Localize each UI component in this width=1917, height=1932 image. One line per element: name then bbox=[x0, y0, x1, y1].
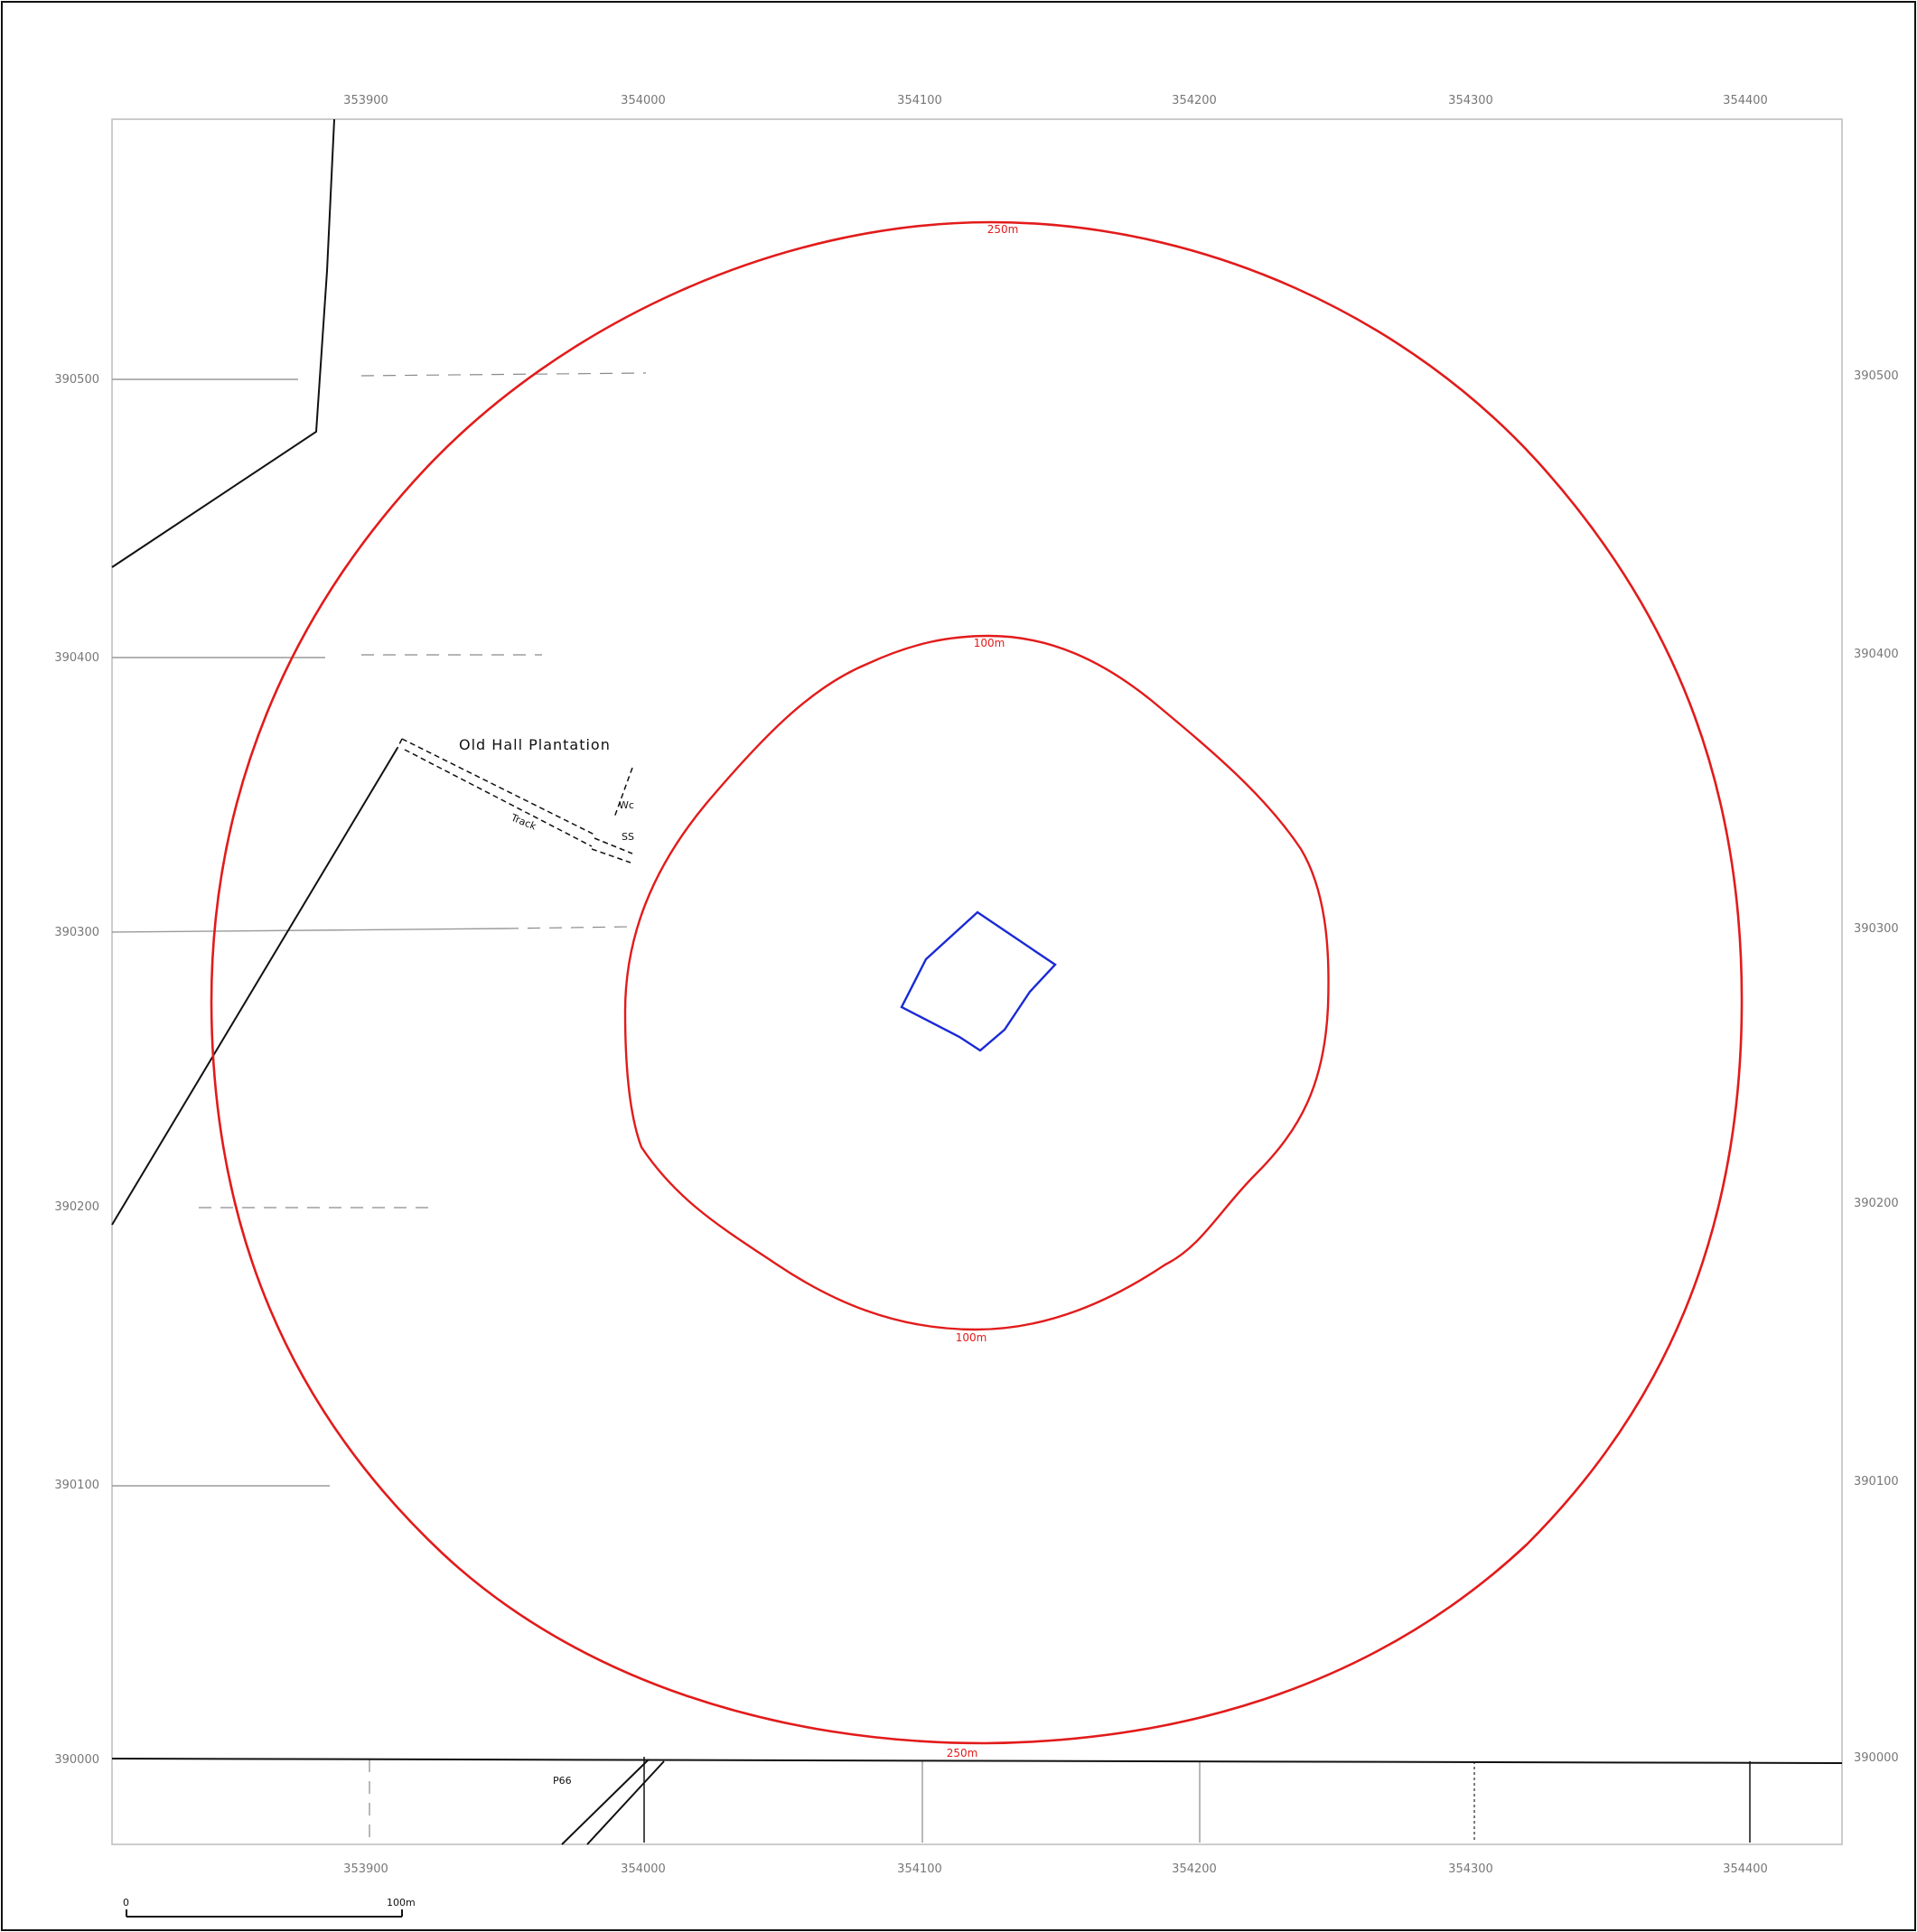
grid-fragments bbox=[111, 372, 647, 1487]
easting-top-1: 353900 bbox=[343, 94, 388, 107]
northing-left-4: 390200 bbox=[54, 1200, 99, 1214]
outer-ring-label-top: 250m bbox=[987, 223, 1019, 236]
easting-top-4: 354200 bbox=[1172, 94, 1217, 107]
scale-bar-end: 100m bbox=[387, 1897, 416, 1909]
easting-bottom-3: 354100 bbox=[897, 1862, 942, 1876]
easting-top-2: 354000 bbox=[621, 94, 666, 107]
track-label: Track bbox=[509, 811, 538, 832]
ss-label: SS bbox=[622, 831, 634, 843]
northing-right-2: 390400 bbox=[1854, 648, 1899, 661]
northing-left-6: 390000 bbox=[54, 1753, 99, 1767]
easting-top-6: 354400 bbox=[1723, 94, 1768, 107]
bottom-strip-lines bbox=[369, 1757, 1751, 1843]
scale-bar: 0 100m bbox=[123, 1897, 416, 1918]
easting-bottom-2: 354000 bbox=[621, 1862, 666, 1876]
scale-bar-start: 0 bbox=[123, 1897, 129, 1909]
easting-bottom-4: 354200 bbox=[1172, 1862, 1217, 1876]
outer-buffer-ring bbox=[210, 220, 1744, 1745]
northing-left-2: 390400 bbox=[54, 651, 99, 665]
northing-right-6: 390000 bbox=[1854, 1751, 1899, 1765]
northing-labels-left: 390500 390400 390300 390200 390100 39000… bbox=[54, 373, 99, 1767]
northing-left-5: 390100 bbox=[54, 1479, 99, 1492]
inner-ring-label-bottom: 100m bbox=[956, 1331, 987, 1344]
site-boundary bbox=[900, 910, 1057, 1052]
northing-left-1: 390500 bbox=[54, 373, 99, 387]
inner-ring-label-top: 100m bbox=[974, 637, 1005, 649]
wc-label: Wc bbox=[619, 799, 634, 811]
easting-bottom-5: 354300 bbox=[1448, 1862, 1493, 1876]
easting-top-5: 354300 bbox=[1448, 94, 1493, 107]
northing-left-3: 390300 bbox=[54, 926, 99, 939]
easting-labels-bottom: 353900 354000 354100 354200 354300 35440… bbox=[343, 1862, 1768, 1876]
outer-ring-label-bottom: 250m bbox=[947, 1747, 978, 1759]
map-frame-border bbox=[111, 118, 1843, 1845]
northing-labels-right: 390500 390400 390300 390200 390100 39000… bbox=[1854, 369, 1899, 1765]
easting-labels-top: 353900 354000 354100 354200 354300 35440… bbox=[343, 94, 1768, 107]
northing-right-5: 390100 bbox=[1854, 1475, 1899, 1489]
northing-right-1: 390500 bbox=[1854, 369, 1899, 383]
northing-right-3: 390300 bbox=[1854, 922, 1899, 936]
boundary-linework bbox=[111, 118, 1843, 1845]
northing-right-4: 390200 bbox=[1854, 1197, 1899, 1210]
track-lines bbox=[397, 738, 633, 863]
easting-bottom-6: 354400 bbox=[1723, 1862, 1768, 1876]
path-label: P66 bbox=[553, 1775, 572, 1787]
inner-buffer-ring bbox=[623, 634, 1330, 1331]
easting-top-3: 354100 bbox=[897, 94, 942, 107]
easting-bottom-1: 353900 bbox=[343, 1862, 388, 1876]
plantation-label: Old Hall Plantation bbox=[459, 736, 611, 753]
